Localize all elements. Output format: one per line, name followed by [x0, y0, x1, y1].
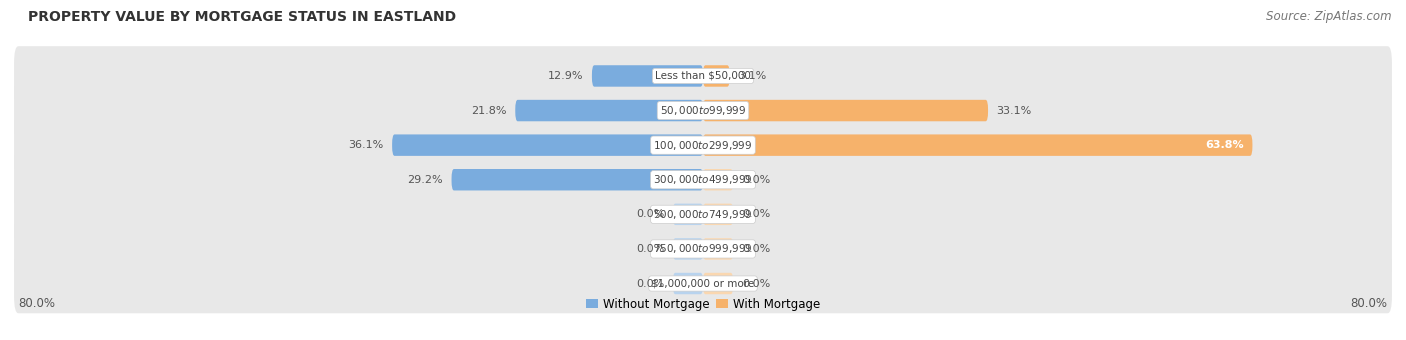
- FancyBboxPatch shape: [673, 273, 703, 294]
- Text: PROPERTY VALUE BY MORTGAGE STATUS IN EASTLAND: PROPERTY VALUE BY MORTGAGE STATUS IN EAS…: [28, 10, 456, 24]
- FancyBboxPatch shape: [703, 204, 733, 225]
- FancyBboxPatch shape: [392, 134, 703, 156]
- Text: 36.1%: 36.1%: [349, 140, 384, 150]
- FancyBboxPatch shape: [592, 65, 703, 87]
- Text: 80.0%: 80.0%: [1351, 297, 1388, 310]
- FancyBboxPatch shape: [703, 238, 733, 260]
- Text: 0.0%: 0.0%: [636, 209, 664, 219]
- Text: $300,000 to $499,999: $300,000 to $499,999: [654, 173, 752, 186]
- FancyBboxPatch shape: [14, 254, 1392, 313]
- FancyBboxPatch shape: [14, 219, 1392, 279]
- Text: $500,000 to $749,999: $500,000 to $749,999: [654, 208, 752, 221]
- Text: 0.0%: 0.0%: [636, 244, 664, 254]
- Text: 0.0%: 0.0%: [742, 175, 770, 185]
- FancyBboxPatch shape: [14, 115, 1392, 175]
- FancyBboxPatch shape: [451, 169, 703, 190]
- FancyBboxPatch shape: [703, 65, 730, 87]
- Text: Source: ZipAtlas.com: Source: ZipAtlas.com: [1267, 10, 1392, 23]
- FancyBboxPatch shape: [703, 169, 733, 190]
- FancyBboxPatch shape: [14, 81, 1392, 140]
- FancyBboxPatch shape: [673, 238, 703, 260]
- Text: 33.1%: 33.1%: [997, 105, 1032, 116]
- Legend: Without Mortgage, With Mortgage: Without Mortgage, With Mortgage: [581, 293, 825, 316]
- Text: 12.9%: 12.9%: [548, 71, 583, 81]
- FancyBboxPatch shape: [703, 273, 733, 294]
- Text: 0.0%: 0.0%: [636, 278, 664, 289]
- Text: 0.0%: 0.0%: [742, 209, 770, 219]
- Text: Less than $50,000: Less than $50,000: [655, 71, 751, 81]
- FancyBboxPatch shape: [703, 134, 1253, 156]
- FancyBboxPatch shape: [673, 204, 703, 225]
- FancyBboxPatch shape: [515, 100, 703, 121]
- Text: $100,000 to $299,999: $100,000 to $299,999: [654, 139, 752, 152]
- Text: 0.0%: 0.0%: [742, 278, 770, 289]
- Text: 21.8%: 21.8%: [471, 105, 506, 116]
- FancyBboxPatch shape: [14, 185, 1392, 244]
- Text: 0.0%: 0.0%: [742, 244, 770, 254]
- Text: $50,000 to $99,999: $50,000 to $99,999: [659, 104, 747, 117]
- Text: 29.2%: 29.2%: [408, 175, 443, 185]
- FancyBboxPatch shape: [703, 100, 988, 121]
- Text: 63.8%: 63.8%: [1205, 140, 1244, 150]
- Text: $1,000,000 or more: $1,000,000 or more: [651, 278, 755, 289]
- FancyBboxPatch shape: [14, 46, 1392, 106]
- Text: $750,000 to $999,999: $750,000 to $999,999: [654, 242, 752, 255]
- FancyBboxPatch shape: [14, 150, 1392, 209]
- Text: 3.1%: 3.1%: [738, 71, 766, 81]
- Text: 80.0%: 80.0%: [18, 297, 55, 310]
